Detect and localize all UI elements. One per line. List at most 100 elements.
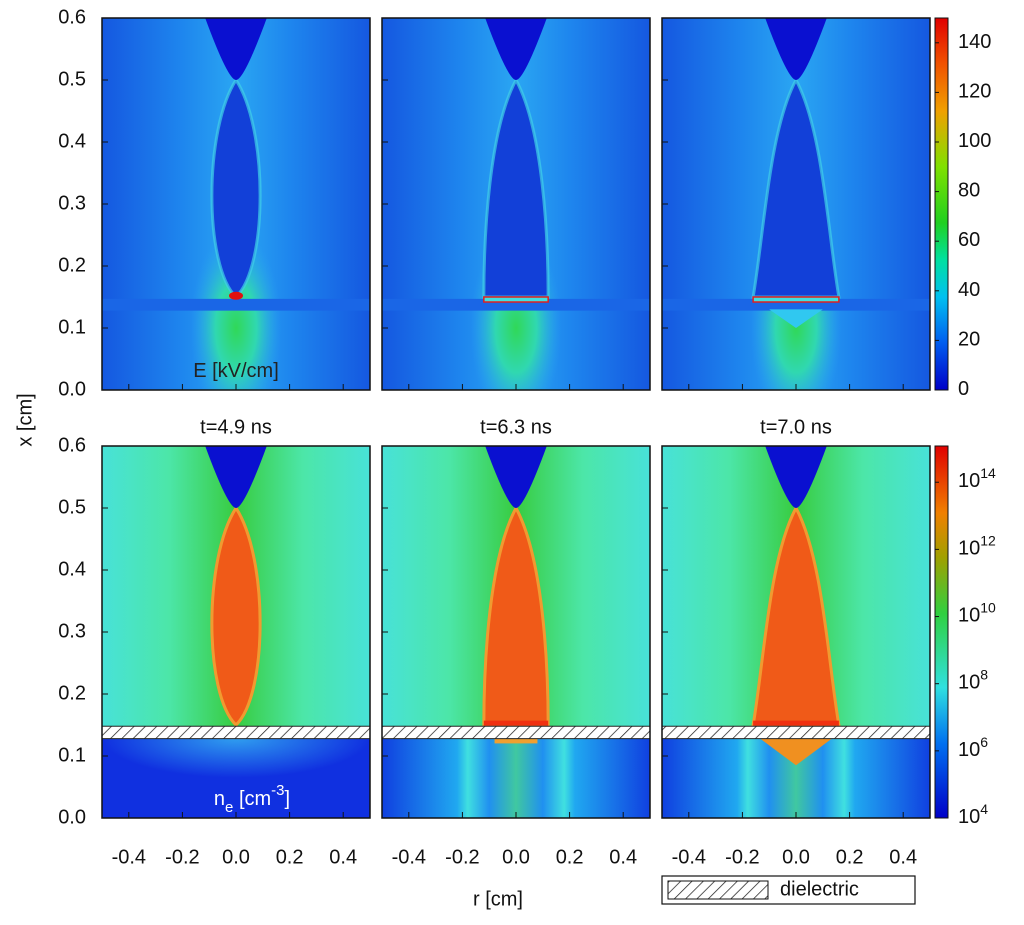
heatmap xyxy=(662,446,930,818)
colorbar-tick-label: 104 xyxy=(958,801,988,829)
dielectric xyxy=(382,725,650,740)
x-tick-label: 0.2 xyxy=(556,846,584,868)
x-tick-label: 0.0 xyxy=(502,846,530,868)
colorbar-tick-label: 80 xyxy=(958,180,980,202)
x-tick-label: -0.2 xyxy=(445,846,479,868)
surface-streamer xyxy=(483,720,549,726)
heatmap xyxy=(662,18,930,390)
inner-field xyxy=(769,309,823,328)
colorbar-tick-exponent: 10 xyxy=(980,599,996,615)
annotation-part: -3 xyxy=(271,782,284,799)
panel: -0.4 -0.2 0.0 0.2 0.4 t=6.3 ns xyxy=(381,416,651,868)
annotation: ne [cm-3] xyxy=(214,782,290,816)
colorbar-tick-base: 10 xyxy=(958,806,980,828)
x-axis-label: r [cm] xyxy=(473,888,523,910)
colorbar-tick-exponent: 6 xyxy=(980,734,988,750)
dielectric-stripe xyxy=(382,298,650,311)
colorbar-tick-base: 20 xyxy=(958,329,980,351)
heatmap xyxy=(102,446,370,818)
heatmap xyxy=(382,446,650,818)
x-tick-label: 0.4 xyxy=(329,846,357,868)
colorbar-tick-exponent: 14 xyxy=(980,465,996,481)
x-tick-label: -0.2 xyxy=(165,846,199,868)
y-tick-label: 0.1 xyxy=(58,316,86,338)
colorbar-tick-exponent: 4 xyxy=(980,801,988,817)
colorbar-tick-label: 60 xyxy=(958,229,980,251)
surface-streamer xyxy=(483,296,549,303)
electrode xyxy=(765,18,827,80)
y-tick-label: 0.0 xyxy=(58,806,86,828)
y-tick-label: 0.3 xyxy=(58,620,86,642)
electrode xyxy=(205,18,267,80)
x-tick-label: -0.4 xyxy=(112,846,146,868)
below-charge xyxy=(494,737,538,744)
colorbar-tick-base: 40 xyxy=(958,279,980,301)
colorbar-tick-base: 10 xyxy=(958,538,980,560)
y-tick-label: 0.6 xyxy=(58,6,86,28)
surface-streamer xyxy=(752,296,840,303)
colorbar: 0 20 40 60 80 100 120 140 xyxy=(934,17,991,400)
colorbar-tick-base: 140 xyxy=(958,31,991,53)
colorbar-tick-base: 100 xyxy=(958,130,991,152)
annotation-part: ] xyxy=(285,788,291,810)
x-tick-label: -0.4 xyxy=(392,846,426,868)
colorbar-tick-base: 60 xyxy=(958,229,980,251)
colorbar-tick-label: 0 xyxy=(958,378,969,400)
y-tick-label: 0.2 xyxy=(58,682,86,704)
dielectric-stripe xyxy=(102,298,370,311)
colorbar-tick-label: 140 xyxy=(958,31,991,53)
y-tick-label: 0.0 xyxy=(58,378,86,400)
legend: dielectric xyxy=(661,875,916,905)
colorbar-tick-label: 1010 xyxy=(958,599,996,627)
electrode xyxy=(765,446,827,508)
x-tick-label: 0.4 xyxy=(609,846,637,868)
below-charge xyxy=(758,737,834,766)
heatmap xyxy=(382,18,650,390)
panel xyxy=(661,17,931,391)
x-tick-label: 0.0 xyxy=(782,846,810,868)
below-dielectric xyxy=(102,737,370,818)
channel xyxy=(210,505,262,728)
panel-title: t=6.3 ns xyxy=(480,416,552,438)
colorbar-tick-base: 10 xyxy=(958,672,980,694)
legend-label: dielectric xyxy=(780,878,859,900)
annotation-part: [cm xyxy=(233,788,271,810)
colorbar-scale xyxy=(934,445,949,819)
legend-swatch xyxy=(667,880,769,900)
panel xyxy=(381,17,651,391)
colorbar-tick-label: 1014 xyxy=(958,465,996,493)
colorbar-tick-label: 100 xyxy=(958,130,991,152)
colorbar-tick-label: 106 xyxy=(958,734,988,762)
colorbar-tick-exponent: 8 xyxy=(980,666,988,682)
panel-title: t=4.9 ns xyxy=(200,416,272,438)
colorbar-tick-base: 10 xyxy=(958,739,980,761)
colorbar-tick-label: 40 xyxy=(958,279,980,301)
streamer-head xyxy=(229,291,243,300)
dielectric xyxy=(102,725,370,740)
y-tick-label: 0.4 xyxy=(58,130,86,152)
colorbar-tick-label: 120 xyxy=(958,81,991,103)
dielectric-stripe xyxy=(662,298,930,311)
x-tick-label: 0.2 xyxy=(836,846,864,868)
below-dielectric xyxy=(382,737,650,818)
y-tick-label: 0.5 xyxy=(58,496,86,518)
colorbar-scale xyxy=(934,17,949,391)
annotation-part: E [kV/cm] xyxy=(193,360,279,382)
colorbar-tick-base: 80 xyxy=(958,180,980,202)
panel: -0.4 -0.2 0.0 0.2 0.4 0.0 0.1 0.2 0.3 0.4 0.5 0.6 t=… xyxy=(58,416,371,868)
colorbar-tick-label: 1012 xyxy=(958,532,996,560)
y-tick-label: 0.1 xyxy=(58,744,86,766)
colorbar-tick-exponent: 12 xyxy=(980,532,996,548)
y-tick-label: 0.3 xyxy=(58,192,86,214)
colorbar-tick-label: 108 xyxy=(958,666,988,694)
x-tick-label: 0.0 xyxy=(222,846,250,868)
y-tick-label: 0.4 xyxy=(58,558,86,580)
panel: -0.4 -0.2 0.0 0.2 0.4 t=7.0 ns xyxy=(661,416,931,868)
electrode xyxy=(485,446,547,508)
colorbar-tick-base: 0 xyxy=(958,378,969,400)
x-tick-label: -0.4 xyxy=(672,846,706,868)
annotation-part: n xyxy=(214,788,225,810)
colorbar-tick-base: 120 xyxy=(958,81,991,103)
